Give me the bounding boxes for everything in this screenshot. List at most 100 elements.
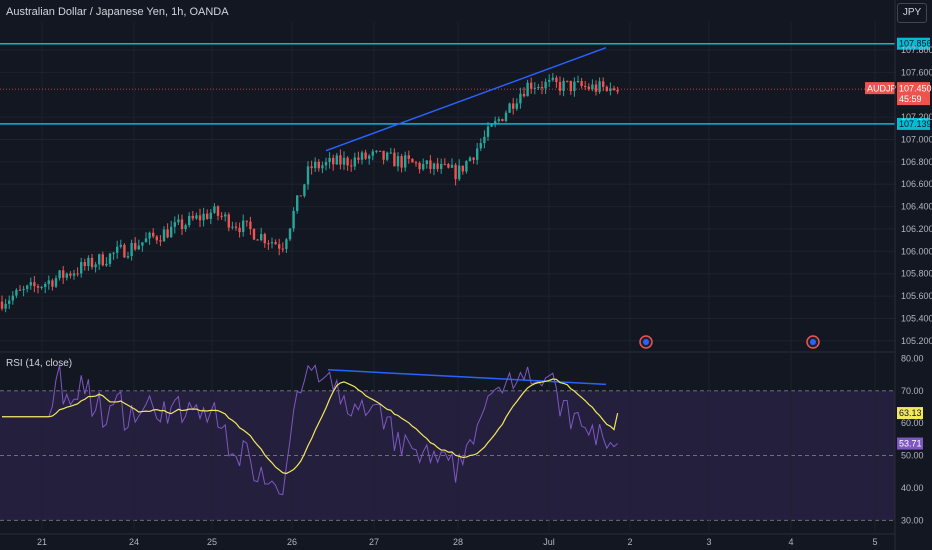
candle-body [40, 286, 43, 288]
candle-body [393, 152, 396, 167]
candle-body [162, 229, 166, 242]
candle-body [314, 161, 317, 169]
price-candles[interactable] [0, 73, 619, 313]
candle-body [544, 81, 547, 89]
rsi-band-70-30 [0, 390, 895, 521]
event-markers[interactable] [639, 335, 820, 349]
rsi-value: 53.71 [899, 439, 922, 449]
candle-body [51, 280, 54, 287]
candle-body [483, 136, 486, 144]
candle-body [432, 163, 436, 169]
candle-body [130, 242, 133, 257]
candle-body [537, 86, 540, 88]
candle-body [515, 103, 518, 109]
rsi-indicator-title[interactable]: RSI (14, close) [6, 358, 73, 369]
candle-body [249, 221, 252, 229]
rsi-ma-value: 63.13 [899, 408, 922, 418]
candle-body [508, 103, 511, 113]
candle-body [440, 163, 443, 169]
candle-body [231, 226, 234, 228]
candle-body [386, 152, 389, 160]
candle-body [425, 160, 428, 165]
candle-body [206, 213, 209, 219]
last-price-value: 107.450 [899, 84, 932, 94]
candle-body [144, 238, 148, 243]
candle-body [328, 157, 331, 163]
price-axis-tick: 105.200 [901, 336, 932, 346]
level-price-label: 107.856 [899, 39, 932, 49]
rsi-axis-tick: 30.00 [901, 515, 924, 525]
candle-body [195, 215, 198, 219]
candle-body [364, 152, 367, 159]
rsi-series: 63.13 53.71 [2, 364, 923, 496]
candle-body [350, 165, 353, 167]
candle-body [29, 282, 32, 286]
rsi-line [2, 364, 618, 496]
rsi-ma-value-tag [897, 407, 923, 420]
candle-body [429, 160, 432, 169]
candle-body [497, 119, 500, 121]
candle-body [155, 236, 158, 241]
candle-body [198, 215, 202, 221]
candle-body [134, 242, 137, 250]
candle-body [141, 242, 144, 246]
candle-body [486, 126, 490, 137]
candle-body [332, 157, 335, 165]
candle-body [270, 242, 274, 244]
candle-body [227, 214, 230, 228]
candle-body [83, 262, 86, 267]
candle-body [33, 282, 36, 287]
candle-body [245, 220, 248, 222]
last-price-symbol: AUDJPY [867, 84, 903, 94]
candle-body [324, 162, 328, 166]
candle-body [339, 155, 342, 165]
candle-body [378, 150, 382, 152]
candle-body [306, 166, 310, 185]
candle-body [26, 285, 29, 289]
last-price-symbol-tag [865, 82, 895, 95]
candle-body [180, 219, 184, 230]
candle-body [292, 210, 295, 229]
candle-body [11, 295, 14, 301]
price-trend-line [325, 47, 607, 152]
candle-body [234, 226, 238, 228]
currency-button[interactable]: JPY [897, 3, 927, 23]
price-axis-tick: 107.600 [901, 67, 932, 77]
candle-body [90, 257, 94, 268]
candle-body [18, 289, 22, 291]
candle-body [98, 254, 101, 265]
level-price-tag [897, 37, 930, 50]
candle-body [238, 227, 241, 233]
candle-body [267, 243, 270, 245]
candle-body [263, 234, 266, 244]
candle-body [87, 257, 90, 267]
candle-body [256, 239, 259, 241]
rsi-trend-line [327, 369, 607, 386]
candle-body [422, 164, 425, 170]
candle-body [562, 80, 565, 91]
candle-body [616, 89, 619, 92]
candle-body [494, 120, 497, 125]
candle-body [530, 82, 533, 89]
price-axis-tick: 105.600 [901, 291, 932, 301]
price-axis-tick: 106.800 [901, 157, 932, 167]
candle-body [209, 212, 212, 219]
candle-body [458, 165, 461, 180]
candle-body [526, 82, 529, 97]
trend-lines[interactable] [325, 47, 607, 386]
candle-body [576, 81, 580, 83]
candle-body [191, 215, 194, 219]
candle-body [602, 81, 605, 87]
time-axis-tick: 28 [453, 537, 463, 547]
candle-body [551, 77, 554, 80]
candle-body [0, 301, 4, 309]
candle-body [321, 165, 324, 169]
candle-body [558, 82, 562, 91]
candle-body [389, 152, 392, 154]
candle-body [450, 164, 454, 168]
price-axis-tick: 107.800 [901, 45, 932, 55]
candle-body [137, 245, 140, 250]
price-axis-tick: 106.400 [901, 202, 932, 212]
